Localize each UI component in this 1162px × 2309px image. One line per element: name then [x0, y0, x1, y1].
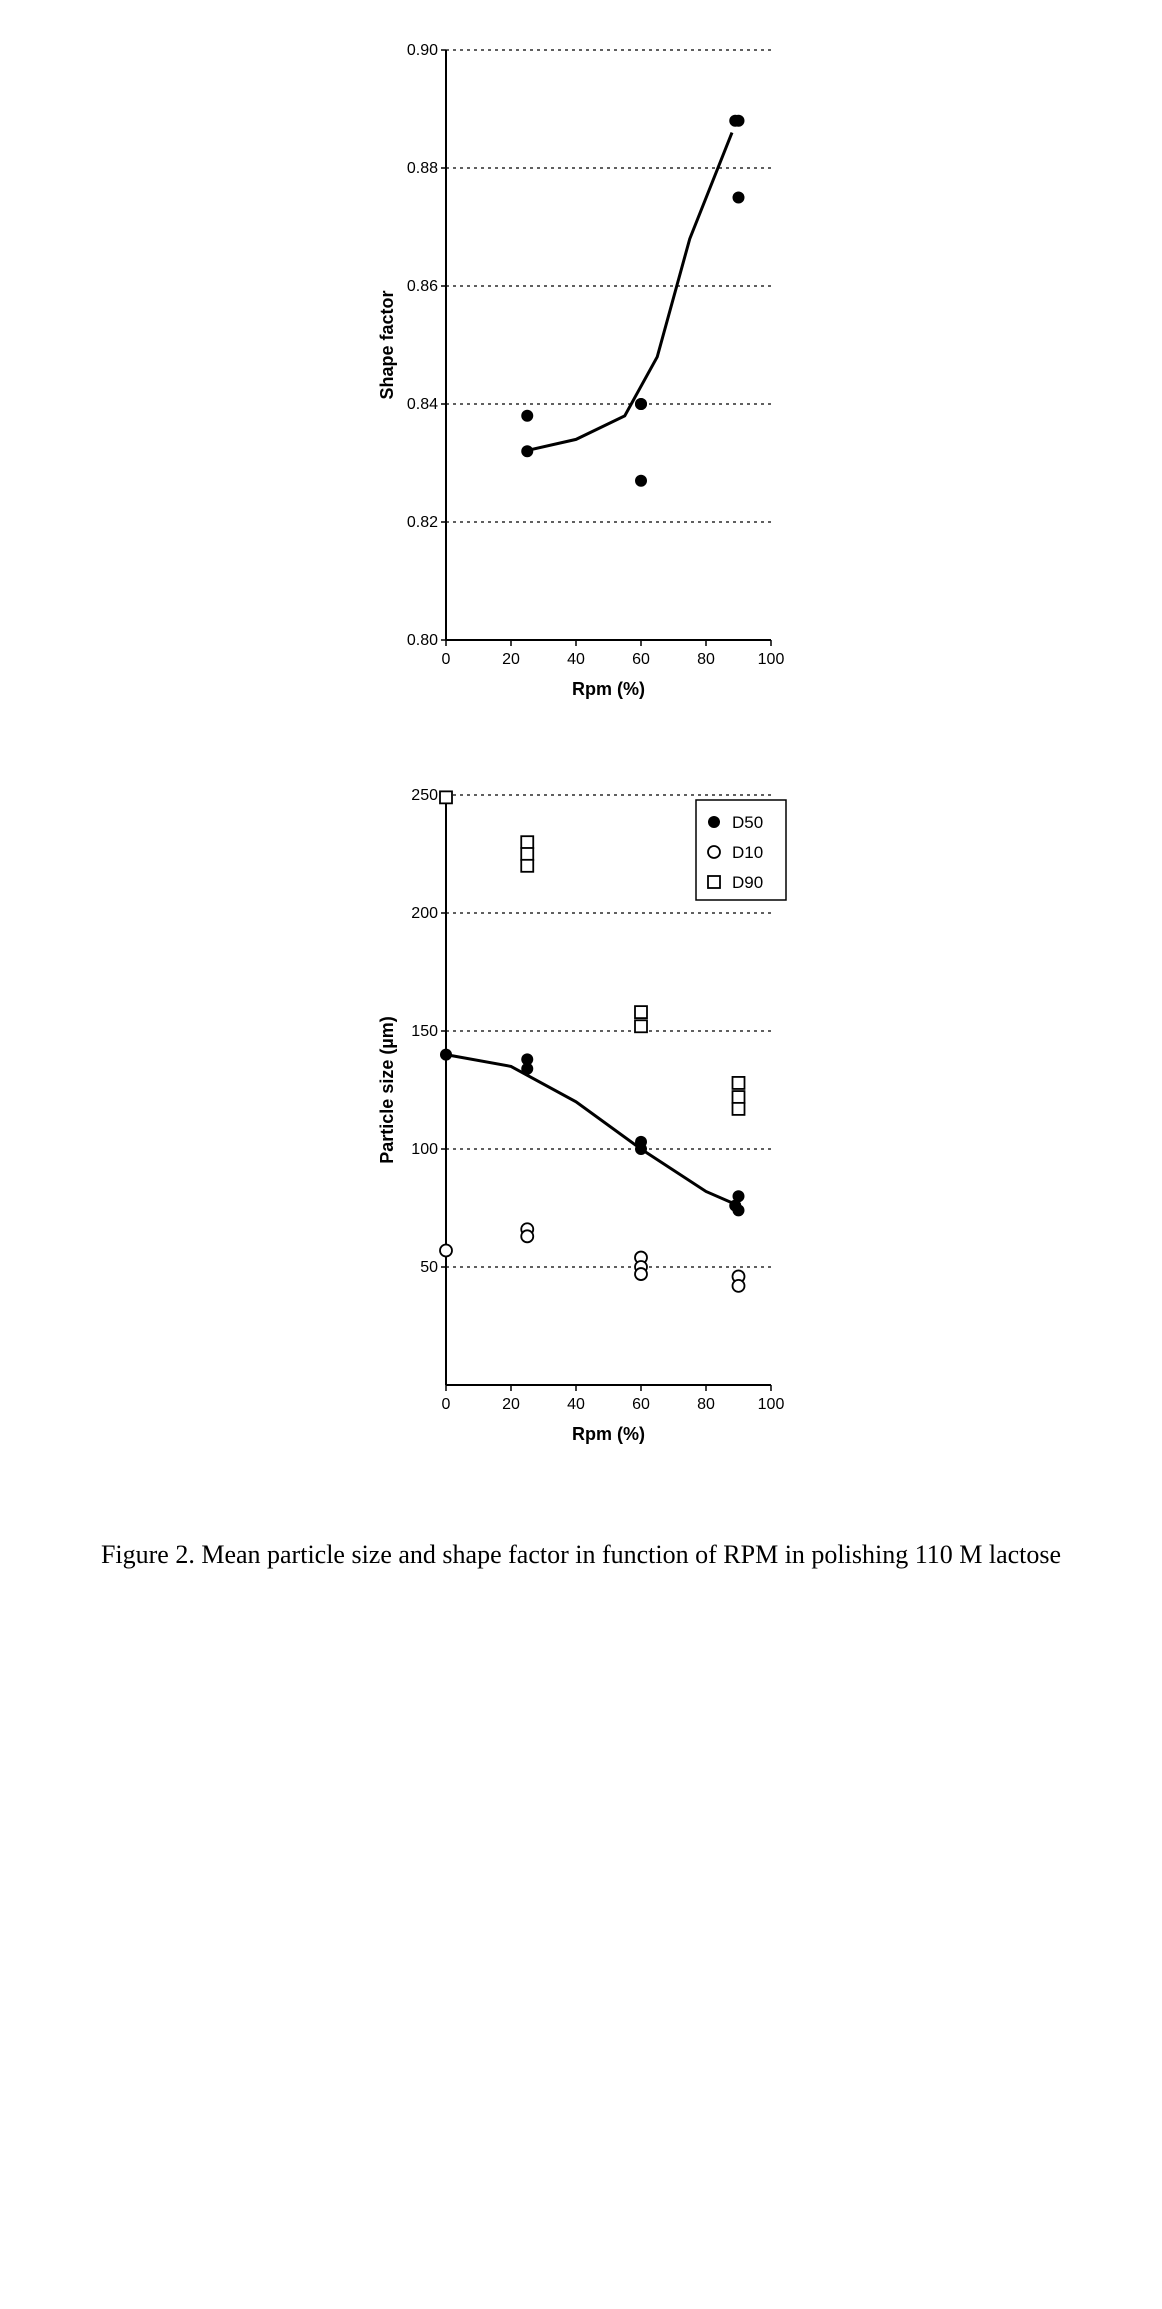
svg-text:Particle size (µm): Particle size (µm): [377, 1016, 397, 1163]
figure-caption: Figure 2. Mean particle size and shape f…: [101, 1540, 1061, 1570]
svg-text:40: 40: [567, 1396, 585, 1413]
svg-text:20: 20: [502, 1396, 520, 1413]
svg-text:100: 100: [411, 1141, 438, 1158]
svg-text:0.88: 0.88: [407, 160, 438, 177]
svg-text:60: 60: [632, 1396, 650, 1413]
svg-text:0.80: 0.80: [407, 632, 438, 649]
svg-text:0.86: 0.86: [407, 278, 438, 295]
svg-text:D90: D90: [732, 873, 763, 892]
svg-text:250: 250: [411, 787, 438, 804]
svg-text:80: 80: [697, 1396, 715, 1413]
right-chart: 50 100 150 200 250 0 20 40 60 80 100 Rpm (%) Particl…: [371, 765, 791, 1470]
svg-text:0: 0: [442, 1396, 451, 1413]
svg-text:Shape factor: Shape factor: [377, 290, 397, 399]
svg-text:Rpm (%): Rpm (%): [572, 1424, 645, 1444]
svg-text:0.84: 0.84: [407, 396, 438, 413]
svg-text:100: 100: [758, 651, 785, 668]
svg-text:50: 50: [420, 1259, 438, 1276]
svg-text:40: 40: [567, 651, 585, 668]
svg-text:D10: D10: [732, 843, 763, 862]
svg-text:0.82: 0.82: [407, 514, 438, 531]
svg-text:150: 150: [411, 1023, 438, 1040]
svg-text:100: 100: [758, 1396, 785, 1413]
svg-text:60: 60: [632, 651, 650, 668]
svg-text:D50: D50: [732, 813, 763, 832]
svg-text:Rpm (%): Rpm (%): [572, 679, 645, 699]
svg-text:200: 200: [411, 905, 438, 922]
left-chart: 0.80 0.82 0.84 0.86 0.88 0.90 0 20 40 60 80 100 Rpm …: [371, 20, 791, 725]
svg-text:0: 0: [442, 651, 451, 668]
svg-text:0.90: 0.90: [407, 42, 438, 59]
svg-text:20: 20: [502, 651, 520, 668]
svg-text:80: 80: [697, 651, 715, 668]
figure-container: 0.80 0.82 0.84 0.86 0.88 0.90 0 20 40 60 80 100 Rpm …: [20, 20, 1142, 1570]
